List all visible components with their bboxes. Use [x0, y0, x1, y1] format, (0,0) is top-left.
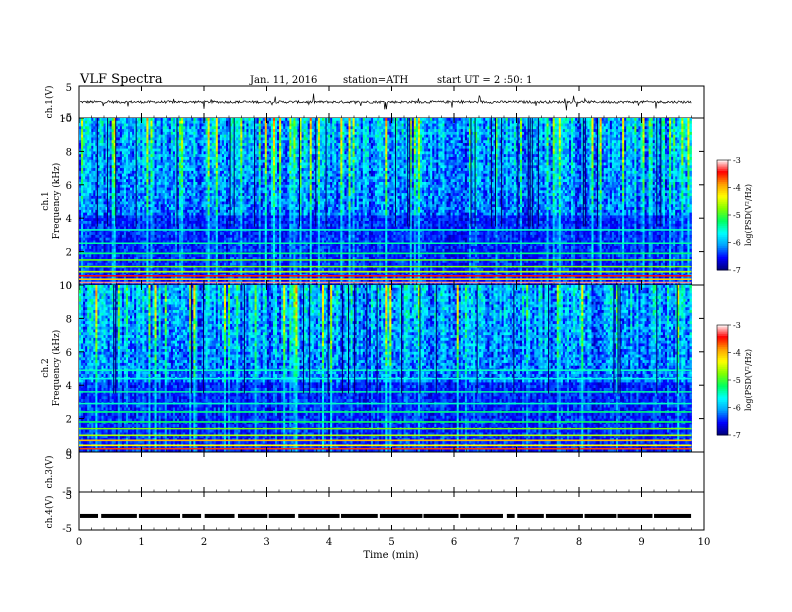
ch1-spectrogram-channel-label: ch.1 [41, 191, 51, 210]
ch1-colorbar-label: log(PSD(V²/Hz) [744, 184, 753, 246]
ch1-colorbar-tick-label-1: -4 [733, 184, 741, 193]
ch2-ytick-label-2: 6 [66, 348, 72, 359]
ch4-pulse [585, 514, 617, 518]
ch4-pulse [298, 514, 339, 518]
ch4-waveform-panel: 5 -5 ch.4(V) [44, 491, 704, 535]
ch4-pulse [517, 514, 544, 518]
xtick-label-9: 9 [638, 537, 644, 548]
ch1-colorbar-tick-label-0: -3 [733, 156, 741, 165]
ch2-ytick-label-0: 10 [59, 281, 72, 292]
vlf-spectra-figure: VLF Spectra Jan. 11, 2016 station=ATH st… [0, 0, 792, 612]
ch2-colorbar-tick-label-4: -7 [733, 431, 741, 440]
ch4-pulse [205, 514, 235, 518]
ch4-pulse [238, 514, 267, 518]
ch4-waveform-trace [80, 514, 691, 518]
xtick-label-4: 4 [326, 537, 332, 548]
ch1-ytick-label-2: 6 [66, 181, 72, 192]
ch1-spectrogram-ylabel: Frequency (kHz) [51, 163, 62, 240]
figure-title: VLF Spectra [79, 72, 163, 87]
ch2-spectrogram-ylabel: Frequency (kHz) [51, 330, 62, 407]
xtick-label-5: 5 [388, 537, 394, 548]
time-axis-label: Time (min) [363, 550, 418, 561]
ch2-ytick-label-1: 8 [66, 314, 72, 325]
ch4-pulse [380, 514, 423, 518]
ch1-spectrogram-image [79, 118, 692, 285]
ch1-ytick-label-4: 2 [66, 248, 72, 259]
ch4-pulse [424, 514, 459, 518]
ch2-spectrogram-image [79, 285, 692, 452]
ch1-colorbar-tick-label-2: -5 [733, 211, 741, 220]
ch2-colorbar-tick-label-3: -6 [733, 404, 741, 413]
xtick-label-1: 1 [138, 537, 144, 548]
ch4-pulse [101, 514, 137, 518]
ch1-colorbar-tick-label-4: -7 [733, 266, 741, 275]
ch3-waveform-panel: 5 -5 ch.3(V) [44, 451, 704, 498]
ch2-spectrogram-channel-label: ch.2 [41, 358, 51, 377]
ch1-ytick-top: 5 [66, 83, 72, 94]
ch1-ytick-label-3: 4 [66, 214, 72, 225]
ch2-colorbar-tick-label-2: -5 [733, 376, 741, 385]
time-axis-tick-labels: 0 1 2 3 4 5 6 7 8 9 10 [76, 537, 711, 548]
xtick-label-0: 0 [76, 537, 82, 548]
ch2-colorbar: -3 -4 -5 -6 -7 [717, 321, 741, 440]
ch1-ytick-label-1: 8 [66, 147, 72, 158]
ch4-volt-ylabel: ch.4(V) [44, 496, 55, 529]
start-time-label: start UT = 2 :50: 1 [437, 75, 532, 86]
ch4-pulse [507, 514, 515, 518]
ch4-pulse [654, 514, 691, 518]
ch4-pulse [618, 514, 653, 518]
ch2-colorbar-tick-label-0: -3 [733, 321, 741, 330]
ch2-ytick-label-3: 4 [66, 381, 72, 392]
xtick-label-2: 2 [201, 537, 207, 548]
ch1-colorbar-tick-label-3: -6 [733, 239, 741, 248]
ch4-pulse [80, 514, 98, 518]
xtick-label-10: 10 [698, 537, 711, 548]
ch2-ytick-label-4: 2 [66, 415, 72, 426]
ch4-ytick-bottom: -5 [62, 524, 72, 535]
xtick-label-6: 6 [451, 537, 457, 548]
xtick-label-3: 3 [263, 537, 269, 548]
ch4-pulse [139, 514, 180, 518]
ch4-pulse [460, 514, 503, 518]
ch3-volt-ylabel: ch.3(V) [44, 456, 55, 489]
ch4-pulse [269, 514, 295, 518]
xtick-label-8: 8 [576, 537, 582, 548]
ch2-colorbar-tick-label-1: -4 [733, 349, 741, 358]
ch4-pulse [546, 514, 583, 518]
ch4-pulse [182, 514, 201, 518]
ch3-ytick-top: 5 [66, 451, 72, 462]
ch4-pulse [341, 514, 378, 518]
ch2-colorbar-label: log(PSD(V²/Hz) [744, 349, 753, 411]
xtick-label-7: 7 [513, 537, 519, 548]
ch4-ytick-top: 5 [66, 491, 72, 502]
date-label: Jan. 11, 2016 [249, 75, 317, 86]
ch1-ytick-label-0: 10 [59, 114, 72, 125]
ch1-volt-ylabel: ch.1(V) [44, 86, 55, 119]
station-label: station=ATH [343, 75, 409, 86]
ch1-colorbar: -3 -4 -5 -6 -7 [717, 156, 741, 275]
